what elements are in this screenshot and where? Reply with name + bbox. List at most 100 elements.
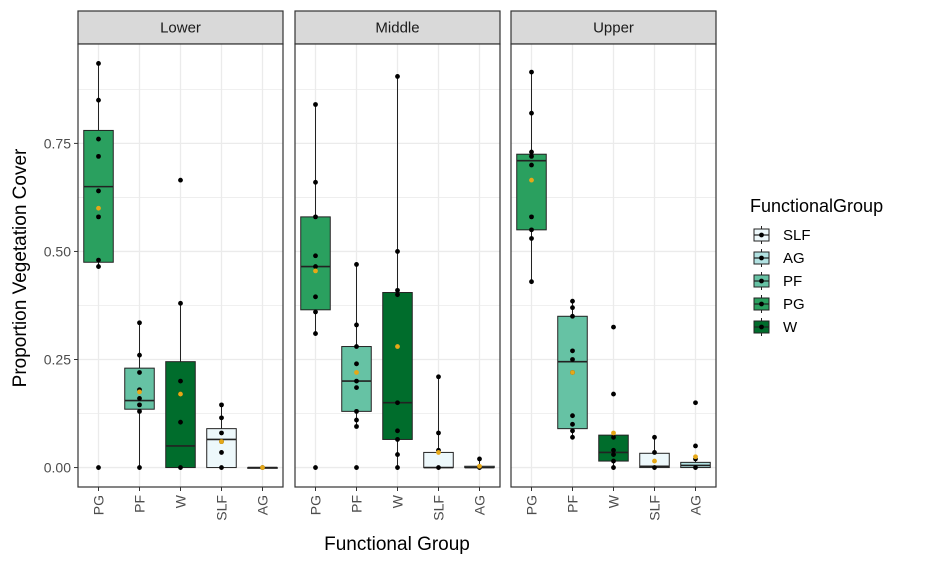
data-point xyxy=(354,344,359,349)
data-point xyxy=(219,465,224,470)
data-point xyxy=(570,421,575,427)
y-tick-label: 0.50 xyxy=(44,243,71,259)
data-point xyxy=(395,452,400,457)
mean-point xyxy=(395,344,400,349)
legend-key-point xyxy=(759,301,764,307)
facet-strip-label: Middle xyxy=(375,20,419,37)
box-w xyxy=(165,177,196,470)
x-tick-label: AG xyxy=(688,495,704,515)
mean-point xyxy=(652,458,657,464)
data-point xyxy=(96,264,101,269)
data-point xyxy=(611,452,616,457)
data-point xyxy=(395,249,400,254)
data-point xyxy=(570,348,575,354)
mean-point xyxy=(570,370,575,375)
data-point xyxy=(436,430,441,436)
data-point xyxy=(529,149,534,155)
data-point xyxy=(477,456,482,462)
x-tick-label: SLF xyxy=(431,495,447,521)
data-point xyxy=(178,465,183,470)
x-tick-label: PF xyxy=(349,495,365,513)
y-tick-label: 0.75 xyxy=(44,135,71,151)
box-ag xyxy=(680,400,711,470)
data-point xyxy=(395,74,400,79)
mean-point xyxy=(137,389,142,395)
box-body xyxy=(83,129,114,263)
mean-point xyxy=(611,430,616,436)
mean-point xyxy=(313,268,318,274)
x-tick-label: W xyxy=(606,494,622,508)
data-point xyxy=(96,465,101,470)
data-point xyxy=(354,322,359,328)
data-point xyxy=(395,292,400,298)
data-point xyxy=(570,413,575,419)
box-pg xyxy=(516,69,547,285)
box-body xyxy=(165,361,196,469)
legend-item-pf: PF xyxy=(753,272,802,290)
data-point xyxy=(219,402,224,408)
mean-point xyxy=(693,454,698,460)
mean-point xyxy=(96,205,101,211)
legend: FunctionalGroup SLF AG PF PG W xyxy=(750,196,883,336)
data-point xyxy=(354,378,359,384)
panel-upper: Upper PG PF W SLF AG xyxy=(510,10,717,521)
legend-item-slf: SLF xyxy=(753,226,811,244)
panels-layer: Lower PG PF W SLF AG Middle PG PF W SLF AG Upper PG PF… xyxy=(77,10,717,521)
x-tick-label: PF xyxy=(132,495,148,513)
mean-point xyxy=(260,465,265,470)
legend-key-point xyxy=(759,324,764,330)
facet-strip-label: Upper xyxy=(593,20,634,37)
data-point xyxy=(436,465,441,470)
data-point xyxy=(313,253,318,259)
data-point xyxy=(529,153,534,159)
mean-point xyxy=(178,391,183,397)
data-point xyxy=(96,188,101,194)
data-point xyxy=(137,465,142,470)
data-point xyxy=(178,300,183,306)
data-point xyxy=(96,257,101,263)
data-point xyxy=(611,458,616,464)
data-point xyxy=(529,279,534,285)
legend-title: FunctionalGroup xyxy=(750,196,883,216)
data-point xyxy=(693,443,698,449)
x-tick-label: AG xyxy=(255,495,271,515)
data-point xyxy=(570,313,575,319)
data-point xyxy=(395,437,400,442)
x-tick-label: AG xyxy=(472,495,488,515)
data-point xyxy=(570,298,575,304)
x-tick-label: PG xyxy=(524,495,540,515)
data-point xyxy=(652,434,657,440)
data-point xyxy=(611,434,616,440)
mean-point xyxy=(354,370,359,375)
data-point xyxy=(652,450,657,455)
legend-label: PF xyxy=(783,273,802,290)
data-point xyxy=(178,177,183,183)
box-slf xyxy=(639,434,670,470)
panel-middle: Middle PG PF W SLF AG xyxy=(294,10,501,521)
data-point xyxy=(96,153,101,159)
mean-point xyxy=(529,177,534,183)
data-point xyxy=(354,417,359,423)
data-point xyxy=(570,305,575,311)
data-point xyxy=(693,465,698,470)
data-point xyxy=(354,361,359,367)
box-w xyxy=(382,74,413,470)
data-point xyxy=(529,110,534,116)
box-pf xyxy=(341,262,372,470)
legend-label: AG xyxy=(783,250,805,267)
mean-point xyxy=(477,463,482,469)
box-slf xyxy=(206,402,237,470)
legend-key-point xyxy=(759,255,764,261)
data-point xyxy=(96,61,101,66)
data-point xyxy=(313,102,318,107)
mean-point xyxy=(219,439,224,445)
data-point xyxy=(529,162,534,168)
y-axis-title: Proportion Vegetation Cover xyxy=(10,148,31,387)
facet-strip xyxy=(510,10,717,45)
data-point xyxy=(137,370,142,375)
data-point xyxy=(570,357,575,362)
y-tick-label: 0.00 xyxy=(44,460,71,476)
x-axis-title: Functional Group xyxy=(324,534,470,555)
data-point xyxy=(354,262,359,267)
